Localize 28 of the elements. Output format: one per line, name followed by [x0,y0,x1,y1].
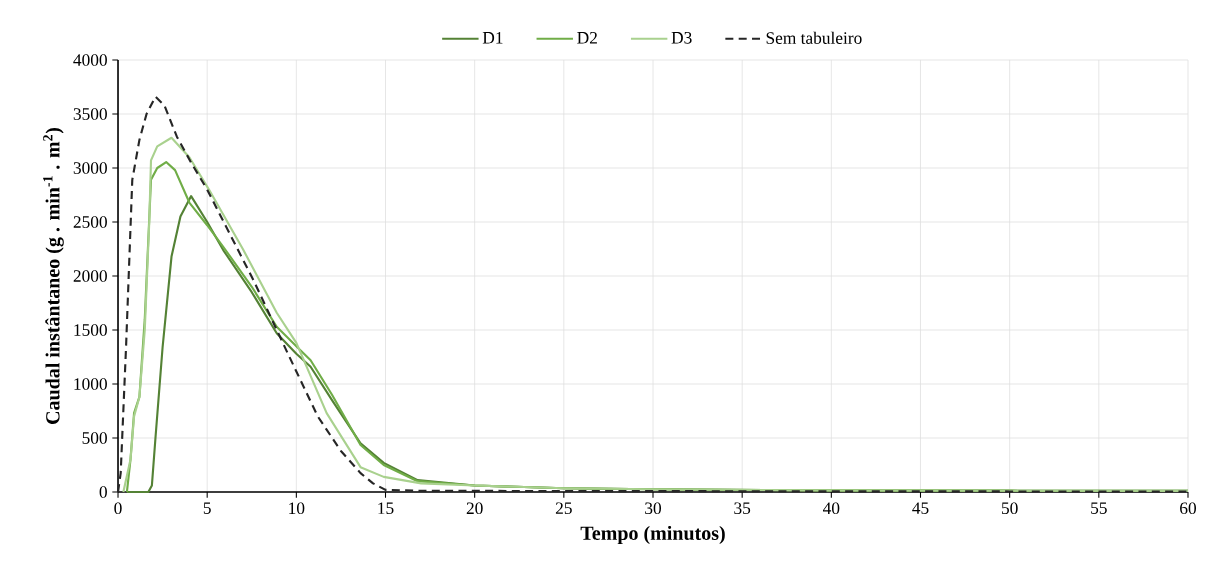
y-tick-label: 3500 [73,108,107,120]
y-axis-title: Caudal instântaneo (g . min$^{-1}$ . m$^{2}$) [43,127,64,424]
x-axis-title: Tempo (minutos) [580,525,725,545]
x-tick-label: 55 [1091,502,1107,514]
y-tick-label: 4000 [73,54,107,66]
x-tick-label: 5 [203,502,211,514]
x-tick-label: 15 [378,502,394,514]
y-tick-label: 2000 [73,270,107,282]
legend-label: D3 [671,32,692,44]
x-tick-label: 25 [555,502,572,515]
legend-label: D2 [577,32,597,44]
y-tick-label: 0 [99,486,107,498]
y-tick-label: 500 [82,432,107,444]
x-tick-label: 50 [1002,502,1018,515]
x-tick-label: 60 [1180,502,1196,515]
x-tick-label: 40 [823,502,840,515]
legend-label: D1 [482,32,503,44]
x-tick-label: 0 [114,502,122,515]
y-tick-label: 3000 [73,162,107,174]
x-tick-label: 10 [289,502,305,515]
y-tick-label: 2500 [73,216,107,228]
y-tick-label: 1500 [74,324,107,336]
x-tick-label: 35 [734,502,751,515]
x-tick-label: 45 [912,502,929,514]
y-tick-label: 1000 [74,378,107,390]
x-tick-label: 20 [466,502,483,515]
x-tick-label: 30 [645,502,662,515]
legend-label: Sem tabuleiro [766,31,862,44]
